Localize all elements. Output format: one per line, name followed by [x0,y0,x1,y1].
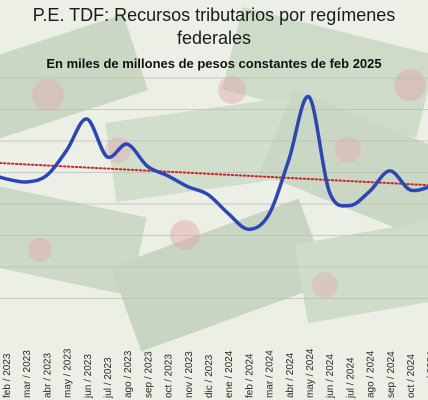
x-tick-label: mar / 2023 [22,350,33,398]
x-tick-label: jul / 2024 [345,357,356,399]
x-tick-label: nov / 2024 [426,351,428,398]
grid [0,77,428,299]
x-tick-label: jun / 2024 [325,354,336,399]
x-tick-label: ago / 2023 [123,350,134,398]
x-tick-label: abr / 2024 [285,353,296,398]
x-tick-label: may / 2023 [63,348,74,398]
x-tick-label: ago / 2024 [366,350,377,398]
x-axis-ticks: feb / 2023 mar / 2023 abr / 2023 may / 2023… [2,348,428,399]
x-tick-label: ene / 2024 [224,350,235,398]
x-tick-label: nov / 2023 [184,351,195,398]
x-tick-label: feb / 2024 [244,353,255,398]
chart-title: P.E. TDF: Recursos tributarios por regím… [32,5,396,48]
trendline [0,162,428,187]
x-tick-label: mar / 2024 [265,350,276,398]
x-tick-label: jul / 2023 [103,357,114,399]
x-tick-label: dic / 2023 [204,354,215,398]
x-tick-label: oct / 2024 [406,354,417,398]
x-tick-label: feb / 2023 [2,353,13,398]
x-tick-label: jun / 2023 [83,354,94,399]
chart-subtitle: En miles de millones de pesos constantes… [46,56,382,71]
x-tick-label: sep / 2023 [143,351,154,398]
series-line [0,95,428,231]
x-tick-label: may / 2024 [305,348,316,398]
x-tick-label: sep / 2024 [386,351,397,398]
x-tick-label: abr / 2023 [42,353,53,398]
x-tick-label: oct / 2023 [164,354,175,398]
